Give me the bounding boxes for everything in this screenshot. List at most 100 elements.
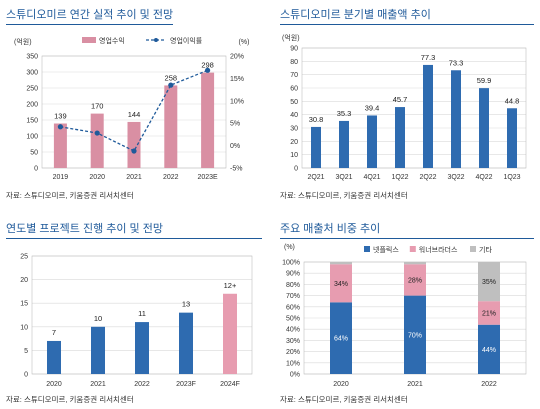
sales-data-label: 77.3 [421,53,436,62]
y-axis-tick-label: 10 [290,152,298,159]
y-axis-tick-label: 50 [290,99,298,106]
x-axis-tick-label: 2023F [176,381,196,388]
y-axis-tick-label: 10% [286,360,300,367]
y-axis-tick-label: 150 [26,118,38,125]
chart-source: 자료: 스튜디오미르, 키움증권 리서치센터 [6,191,134,200]
share-segment [404,295,426,374]
y-axis-unit: (억원) [282,33,300,42]
y2-axis-tick-label: 5% [230,121,240,128]
y-axis-tick-label: 40 [290,112,298,119]
legend-swatch [470,246,476,252]
y-axis-tick-label: 90% [286,271,300,278]
revenue-data-label: 258 [165,73,178,82]
annual-results-chart: (억원) (%) 0 50 100 150 200 250 300 350 -5% 0% 5% 10% 15… [14,36,249,181]
revenue-bar [53,123,67,168]
x-axis-tick-label: 2021 [407,381,423,388]
legend-swatch-revenue [82,37,96,43]
margin-point [94,130,100,136]
panel-quarterly-sales: 스튜디오미르 분기별 매출액 추이 (억원) 0 10 20 30 40 50 60 70 80 9… [280,6,534,202]
share-data-label: 28% [408,277,422,284]
chart-title: 연도별 프로젝트 진행 추이 및 전망 [6,220,262,239]
legend-marker [154,38,158,42]
sales-bar [395,107,405,168]
share-segment [478,262,500,302]
y-axis-tick-label: 90 [290,46,298,53]
sales-data-label: 35.3 [337,109,352,118]
y-axis-tick-label: 0 [24,372,28,379]
sales-data-label: 73.3 [449,58,464,67]
y-axis-tick-label: 70 [290,72,298,79]
sales-data-label: 30.8 [309,115,324,124]
legend-label: 기타 [479,245,492,254]
sales-data-label: 45.7 [393,95,408,104]
y-axis-tick-label: 15 [20,301,28,308]
panel-customer-share: 주요 매출처 비중 추이 (%) 0% 10% 20% 30% 40% 50% 60% 70% 8… [280,220,534,406]
x-axis-tick-label: 2020 [333,381,349,388]
sales-bar [479,88,489,168]
x-axis-tick-label: 1Q23 [503,174,520,181]
share-data-label: 34% [334,281,348,288]
project-bar [91,326,105,374]
legend-label: 영업수익 [99,36,125,45]
share-segment [330,302,352,374]
revenue-data-label: 298 [201,61,214,70]
revenue-bar [90,113,104,168]
y-axis-tick-label: 0% [290,372,300,379]
y-axis-tick-label: 30% [286,338,300,345]
y-axis-tick-label: 100% [282,260,300,267]
revenue-bar [127,121,141,168]
sales-bar [507,108,517,168]
y-axis-tick-label: 300 [26,70,38,77]
share-data-label: 44% [482,347,496,354]
project-bar [179,312,193,374]
y-axis-tick-label: 60 [290,86,298,93]
x-axis-tick-label: 2020 [89,174,105,181]
y-axis-tick-label: 100 [26,134,38,141]
margin-point [131,148,137,154]
y-axis-tick-label: 200 [26,102,38,109]
y-axis-tick-label: 30 [290,126,298,133]
revenue-data-label: 144 [128,110,141,119]
share-data-label: 35% [482,279,496,286]
project-data-label: 13 [182,300,190,309]
project-bar [47,340,61,374]
y-axis-tick-label: 40% [286,327,300,334]
project-data-label: 7 [52,328,56,337]
panel-annual-results: 스튜디오미르 연간 실적 추이 및 전망 (억원) (%) 0 50 100 150 200… [6,6,262,202]
sales-data-label: 59.9 [477,76,492,85]
revenue-data-label: 139 [54,112,67,121]
legend-label: 워너브라더스 [419,245,458,254]
project-bar [223,293,237,374]
margin-line [60,69,208,152]
share-segment [404,264,426,296]
y2-axis-tick-label: 10% [230,98,244,105]
share-data-label: 64% [334,336,348,343]
y-axis-tick-label: 10 [20,324,28,331]
x-axis-tick-label: 3Q22 [447,174,464,181]
margin-point [57,124,64,130]
chart-title: 스튜디오미르 연간 실적 추이 및 전망 [6,6,174,25]
y-axis-tick-label: 20% [286,349,300,356]
y-axis-unit: (억원) [14,37,32,46]
y-axis-tick-label: 80% [286,282,300,289]
project-data-label: 10 [94,314,102,323]
sales-bar [367,115,377,168]
share-segment [478,301,500,325]
y-axis-tick-label: 350 [26,54,38,61]
sales-bar [311,126,321,168]
sales-bar [339,120,349,168]
share-data-label: 70% [408,332,422,339]
x-axis-tick-label: 4Q22 [475,174,492,181]
y-axis-tick-label: 0 [294,166,298,173]
x-axis-tick-label: 2021 [90,381,106,388]
projects-chart: 0 5 10 15 20 25 7 2020 10 2021 11 2022 13 2023F 12+ 202… [20,254,253,388]
project-data-label: 12+ [224,281,237,290]
x-axis-tick-label: 2022 [163,174,179,181]
legend-label: 영업이익률 [170,36,203,45]
share-data-label: 21% [482,310,496,317]
customer-share-chart: (%) 0% 10% 20% 30% 40% 50% 60% 70% 80% 90% 100% 넷플릭스… [282,244,527,388]
share-segment [330,264,352,303]
project-data-label: 11 [138,309,146,318]
share-segment [478,324,500,374]
quarterly-sales-chart: (억원) 0 10 20 30 40 50 60 70 80 90 30.8 2Q21 35.3 3Q21 3… [282,33,527,181]
